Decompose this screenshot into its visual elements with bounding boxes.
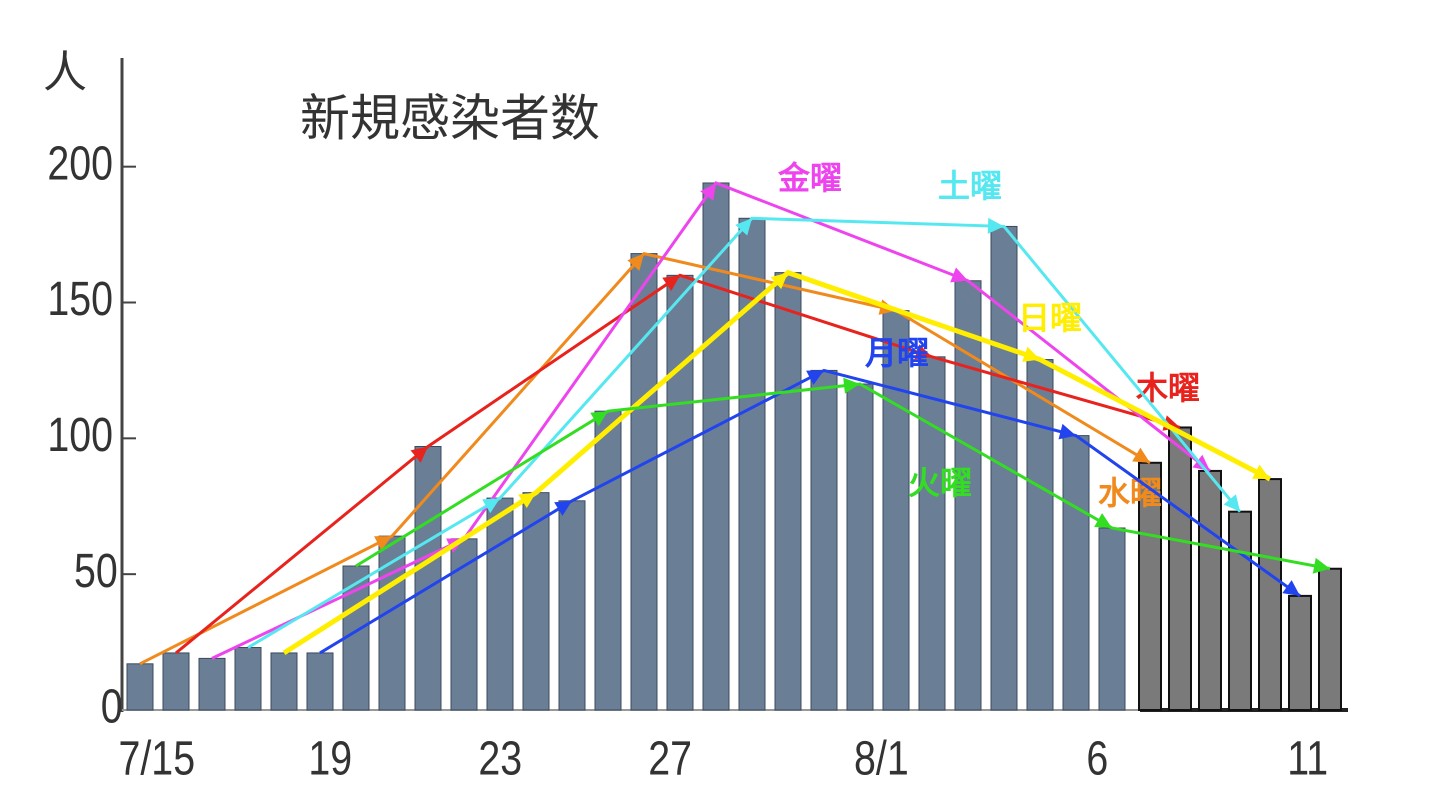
weekday-label: 水曜 <box>1098 474 1162 512</box>
arrowhead <box>1022 346 1040 362</box>
bar <box>810 369 838 711</box>
bar <box>846 383 874 711</box>
y-unit: 人 <box>43 47 87 98</box>
bar <box>882 310 910 711</box>
weekday-label: 日曜 <box>1018 299 1082 337</box>
arrowhead <box>482 498 500 514</box>
arrowhead <box>806 370 824 385</box>
bar <box>1168 426 1192 711</box>
bar <box>234 647 262 711</box>
weekday-label: 月曜 <box>865 334 929 372</box>
bar <box>702 182 730 711</box>
y-tick-label: 0 <box>101 680 123 734</box>
arrowhead <box>987 217 1004 234</box>
arrowhead <box>843 377 860 394</box>
bar <box>630 253 658 711</box>
bar <box>270 652 298 711</box>
bar <box>990 225 1018 711</box>
arrowhead <box>1094 513 1112 528</box>
arrowhead <box>1223 494 1240 512</box>
weekday-label: 木曜 <box>1135 369 1200 407</box>
bar <box>1026 359 1054 711</box>
chart-title: 新規感染者数 <box>300 90 600 148</box>
arrowhead <box>1282 580 1300 596</box>
x-tick-label: 7/15 <box>119 732 196 786</box>
arrowhead <box>1312 557 1330 574</box>
bar <box>378 535 406 711</box>
bar <box>738 217 766 711</box>
bar <box>1228 510 1252 711</box>
arrowhead <box>770 272 788 290</box>
bar <box>1098 527 1126 711</box>
y-tick-label: 200 <box>47 137 113 191</box>
bar <box>306 652 334 711</box>
arrowhead <box>410 446 428 463</box>
weekday-label: 土曜 <box>938 167 1002 205</box>
bar <box>522 492 550 711</box>
bar <box>198 657 226 711</box>
arrowhead <box>627 253 644 271</box>
arrowhead <box>1132 447 1150 463</box>
arrowhead <box>950 267 968 283</box>
bar <box>1288 594 1312 712</box>
bar <box>558 500 586 711</box>
y-tick-label: 50 <box>74 544 118 598</box>
bar <box>162 652 190 711</box>
bar <box>774 272 802 711</box>
arrowhead <box>662 275 680 291</box>
bar <box>1062 435 1090 711</box>
x-tick-label: 27 <box>648 732 692 786</box>
x-tick-label: 19 <box>308 732 352 786</box>
arrowhead <box>374 536 392 551</box>
bar <box>486 497 514 711</box>
bar <box>918 356 946 711</box>
bar <box>1318 567 1342 711</box>
x-tick-label: 11 <box>1287 732 1328 786</box>
arrowhead <box>914 344 932 360</box>
y-tick-label: 150 <box>47 273 113 327</box>
bar <box>126 663 154 711</box>
arrowhead <box>1058 423 1076 440</box>
bar <box>1258 478 1282 712</box>
weekday-label: 金曜 <box>777 159 842 197</box>
bar <box>594 410 622 711</box>
x-tick-label: 8/1 <box>854 732 909 786</box>
arrowhead <box>554 500 572 516</box>
y-tick-label: 100 <box>47 408 113 462</box>
x-tick-label: 6 <box>1086 732 1108 786</box>
arrowhead <box>1252 464 1270 480</box>
bar <box>1198 469 1222 711</box>
arrowhead <box>590 411 608 427</box>
x-tick-label: 23 <box>478 732 522 786</box>
arrowhead <box>735 218 752 236</box>
arrowhead <box>518 492 536 509</box>
arrowhead <box>700 182 716 201</box>
weekday-label: 火曜 <box>908 464 972 502</box>
bar <box>666 274 694 711</box>
